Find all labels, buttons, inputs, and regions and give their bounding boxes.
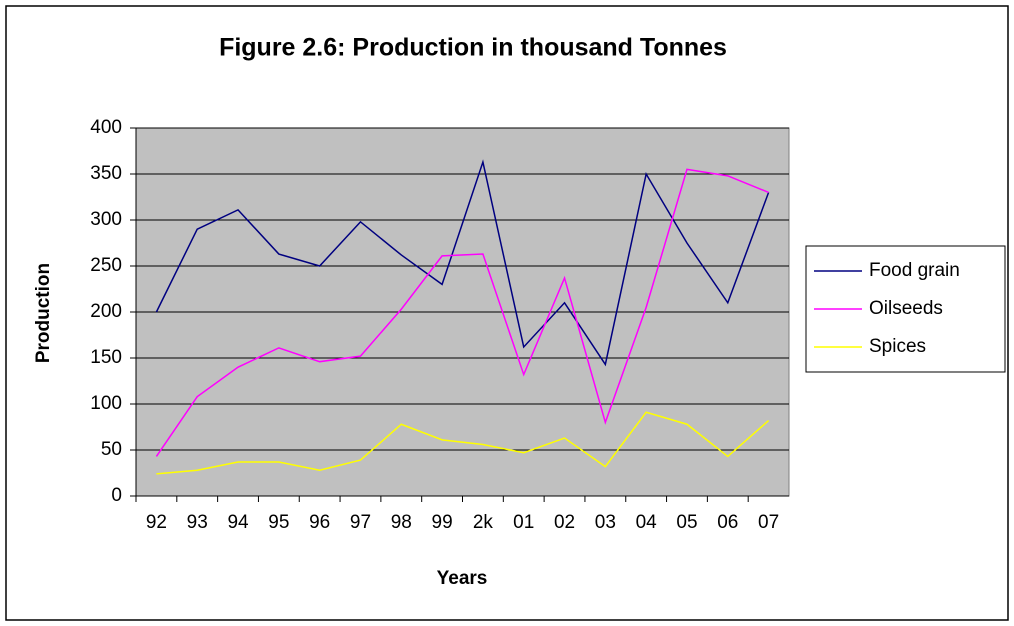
y-tick-label: 200 <box>90 301 122 322</box>
x-tick-label: 96 <box>309 512 330 533</box>
x-tick-label: 01 <box>513 512 534 533</box>
y-tick-label: 100 <box>90 393 122 414</box>
y-tick-label: 400 <box>90 117 122 138</box>
legend-label: Oilseeds <box>869 298 943 319</box>
x-tick-label: 99 <box>432 512 453 533</box>
x-tick-label: 98 <box>391 512 412 533</box>
x-tick-label: 93 <box>187 512 208 533</box>
data-line <box>156 411 770 475</box>
y-tick-label: 350 <box>90 163 122 184</box>
x-tick-label: 94 <box>227 512 249 533</box>
y-tick-label: 150 <box>90 347 122 368</box>
y-tick-label: 300 <box>90 209 122 230</box>
y-tick-label: 50 <box>101 439 122 460</box>
y-axis-label: Production <box>33 263 54 363</box>
data-line <box>155 159 770 367</box>
x-tick-label: 02 <box>554 512 575 533</box>
chart-title: Figure 2.6: Production in thousand Tonne… <box>219 34 727 62</box>
y-tick-label: 0 <box>111 485 122 506</box>
x-tick-label: 97 <box>350 512 371 533</box>
x-tick-label: 03 <box>595 512 616 533</box>
x-tick-label: 92 <box>146 512 167 533</box>
x-tick-label: 2k <box>473 512 494 533</box>
x-tick-label: 04 <box>636 512 658 533</box>
x-tick-label: 07 <box>758 512 779 533</box>
legend-label: Food grain <box>869 260 960 281</box>
y-tick-label: 250 <box>90 255 122 276</box>
x-tick-label: 06 <box>717 512 738 533</box>
x-axis-label: Years <box>437 568 488 589</box>
x-tick-label: 05 <box>676 512 697 533</box>
x-tick-label: 95 <box>268 512 289 533</box>
data-line <box>155 168 769 457</box>
legend-label: Spices <box>869 336 926 357</box>
